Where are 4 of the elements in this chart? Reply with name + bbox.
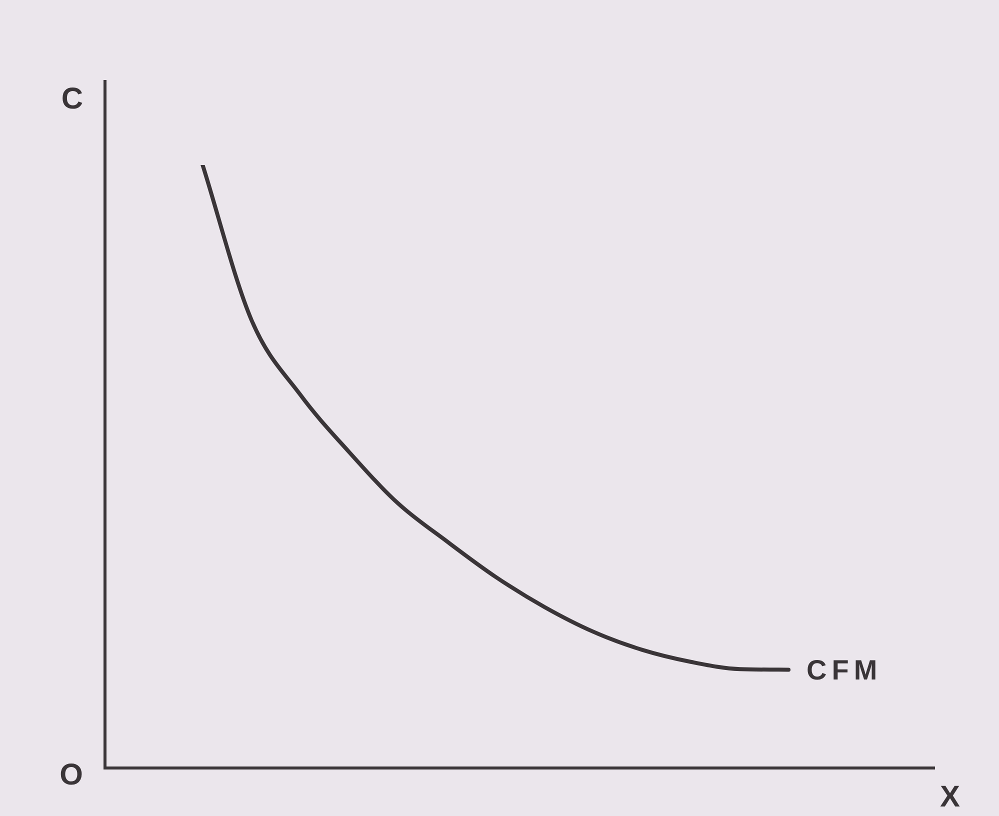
series-label: CFM [806,654,882,686]
x-axis-title: X [940,780,960,814]
text: O [60,758,83,792]
y-axis-title: C [61,82,83,116]
